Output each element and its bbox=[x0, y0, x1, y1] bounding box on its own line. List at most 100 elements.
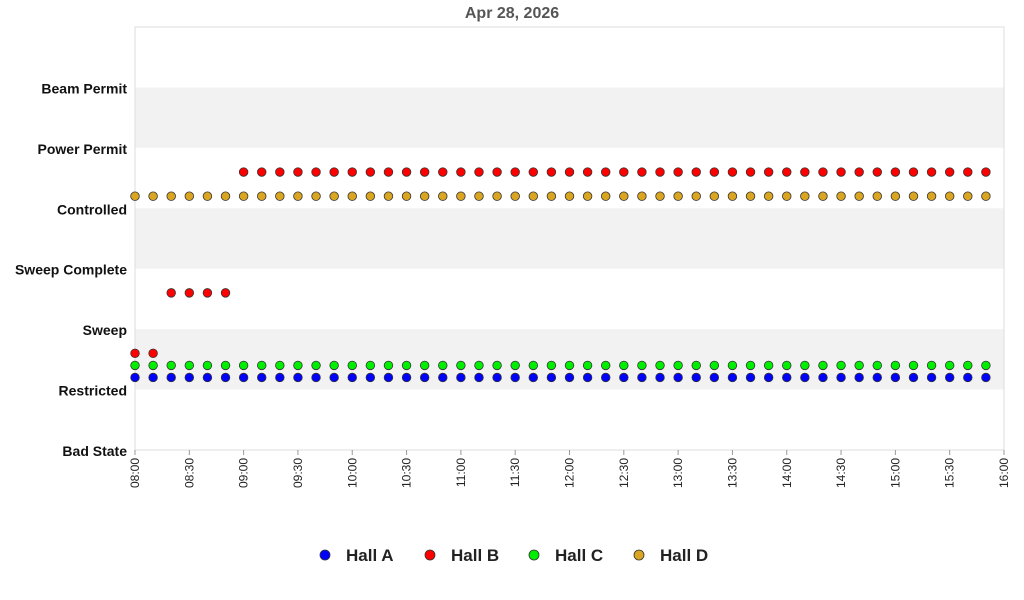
data-point bbox=[854, 360, 864, 371]
data-point bbox=[148, 360, 158, 371]
plot-band bbox=[135, 208, 1004, 269]
data-point bbox=[347, 191, 357, 201]
data-point bbox=[763, 360, 774, 371]
data-point bbox=[184, 372, 195, 383]
data-point bbox=[383, 360, 394, 371]
data-point bbox=[202, 191, 213, 201]
y-axis-label: Bad State bbox=[62, 443, 127, 459]
data-point bbox=[311, 372, 321, 383]
data-point bbox=[365, 167, 376, 177]
data-point bbox=[800, 167, 810, 177]
plot-bands bbox=[135, 27, 1004, 450]
data-point bbox=[709, 191, 720, 201]
data-point bbox=[963, 360, 973, 371]
data-point bbox=[311, 360, 321, 371]
data-point bbox=[275, 372, 285, 383]
data-point bbox=[890, 167, 901, 177]
data-point bbox=[220, 372, 231, 383]
data-point bbox=[564, 191, 575, 201]
data-point bbox=[673, 360, 683, 371]
x-tick-label: 08:30 bbox=[182, 458, 196, 488]
data-point bbox=[275, 191, 285, 201]
data-point bbox=[763, 191, 774, 201]
data-point bbox=[419, 360, 430, 371]
data-point bbox=[637, 360, 647, 371]
data-point bbox=[944, 191, 955, 201]
data-point bbox=[782, 372, 792, 383]
data-point bbox=[438, 167, 448, 177]
data-point bbox=[709, 372, 720, 383]
data-point bbox=[619, 167, 629, 177]
data-point bbox=[637, 191, 647, 201]
x-tick-label: 12:30 bbox=[617, 458, 631, 488]
data-point bbox=[926, 360, 937, 371]
data-point bbox=[564, 360, 575, 371]
data-point bbox=[383, 167, 394, 177]
legend-item: Hall B bbox=[424, 546, 499, 565]
plot-band bbox=[135, 268, 1004, 330]
y-axis-label: Beam Permit bbox=[41, 80, 127, 96]
data-point bbox=[890, 191, 901, 201]
x-tick-label: 10:30 bbox=[400, 458, 414, 488]
data-point bbox=[981, 372, 991, 383]
data-point bbox=[202, 288, 213, 298]
data-point bbox=[257, 360, 267, 371]
data-point bbox=[257, 191, 267, 201]
data-point bbox=[311, 167, 321, 177]
data-point bbox=[872, 191, 882, 201]
data-point bbox=[673, 167, 683, 177]
data-point bbox=[347, 372, 357, 383]
data-point bbox=[818, 372, 828, 383]
data-point bbox=[401, 372, 412, 383]
data-point bbox=[456, 191, 466, 201]
data-point bbox=[220, 360, 231, 371]
legend-label: Hall A bbox=[346, 546, 394, 565]
data-point bbox=[546, 191, 557, 201]
data-point bbox=[763, 372, 774, 383]
data-point bbox=[655, 372, 665, 383]
data-point bbox=[745, 167, 756, 177]
data-point bbox=[510, 360, 520, 371]
data-point bbox=[890, 360, 901, 371]
data-point bbox=[528, 360, 538, 371]
data-point bbox=[709, 167, 720, 177]
data-point bbox=[293, 372, 303, 383]
x-tick-label: 09:00 bbox=[237, 458, 251, 488]
data-point bbox=[438, 372, 448, 383]
data-point bbox=[582, 191, 593, 201]
y-axis-label: Sweep Complete bbox=[15, 262, 127, 278]
data-point bbox=[691, 372, 701, 383]
data-point bbox=[184, 191, 195, 201]
data-point bbox=[401, 360, 412, 371]
data-point bbox=[184, 360, 195, 371]
data-point bbox=[637, 372, 647, 383]
data-point bbox=[419, 191, 430, 201]
data-point bbox=[365, 360, 376, 371]
data-point bbox=[275, 360, 285, 371]
data-point bbox=[474, 191, 484, 201]
data-point bbox=[782, 360, 792, 371]
data-point bbox=[908, 191, 919, 201]
data-point bbox=[872, 372, 882, 383]
data-point bbox=[619, 372, 629, 383]
data-point bbox=[782, 191, 792, 201]
data-point bbox=[673, 191, 683, 201]
data-point bbox=[293, 167, 303, 177]
data-point bbox=[293, 191, 303, 201]
chart-title: Apr 28, 2026 bbox=[465, 5, 559, 22]
data-point bbox=[601, 372, 611, 383]
data-point bbox=[727, 360, 738, 371]
data-point bbox=[836, 360, 846, 371]
data-point bbox=[438, 360, 448, 371]
data-point bbox=[926, 372, 937, 383]
data-point bbox=[311, 191, 321, 201]
data-point bbox=[474, 360, 484, 371]
data-point bbox=[546, 167, 557, 177]
x-tick-label: 13:30 bbox=[725, 458, 739, 488]
data-point bbox=[601, 167, 611, 177]
data-point bbox=[963, 191, 973, 201]
data-point bbox=[564, 372, 575, 383]
data-point bbox=[963, 167, 973, 177]
x-tick-label: 12:00 bbox=[563, 458, 577, 488]
